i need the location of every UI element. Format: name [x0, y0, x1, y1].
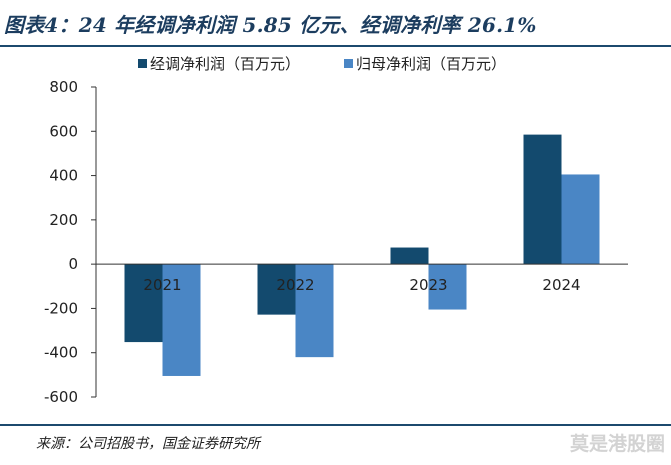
y-tick-label: -400 — [44, 344, 78, 362]
bar-chart: 经调净利润（百万元） 归母净利润（百万元） 800 600 400 200 0 -200 -4… — [44, 55, 628, 406]
legend-swatch — [138, 59, 147, 68]
x-category-label: 2023 — [409, 276, 447, 294]
y-tick-label: 600 — [49, 122, 78, 140]
chart-title: 图表4：24 年经调净利润 5.85 亿元、经调净利率 26.1% — [4, 13, 537, 37]
bar-adjusted-net-profit-2022 — [257, 264, 296, 315]
bar-adjusted-net-profit-2021 — [124, 264, 163, 343]
title-rule — [0, 45, 671, 47]
source-rule — [0, 424, 671, 426]
legend-label: 经调净利润（百万元） — [150, 55, 300, 73]
bar-adjusted-net-profit-2023 — [390, 247, 429, 265]
legend-swatch — [344, 59, 353, 68]
bar-parent-net-profit-2023 — [428, 264, 467, 310]
y-tick-label: -200 — [44, 299, 78, 317]
y-tick-label: 400 — [49, 167, 78, 185]
bar-adjusted-net-profit-2024 — [523, 134, 562, 265]
legend-label: 归母净利润（百万元） — [356, 55, 506, 73]
y-tick-label: -600 — [44, 388, 78, 406]
y-tick-label: 800 — [49, 78, 78, 96]
y-tick-label: 0 — [68, 255, 78, 273]
source-note: 来源：公司招股书，国金证券研究所 — [36, 436, 260, 452]
y-axis: 800 600 400 200 0 -200 -400 -600 — [44, 78, 97, 406]
x-category-label: 2021 — [143, 276, 181, 294]
watermark-text: 莫是港股圈 — [569, 433, 665, 455]
bars — [124, 134, 600, 376]
x-axis: 2021 2022 2023 2024 — [96, 263, 628, 294]
x-category-label: 2022 — [276, 276, 314, 294]
bar-parent-net-profit-2024 — [561, 174, 600, 265]
legend: 经调净利润（百万元） 归母净利润（百万元） — [138, 55, 506, 73]
bar-parent-net-profit-2021 — [162, 264, 201, 376]
bar-parent-net-profit-2022 — [295, 264, 334, 358]
y-tick-label: 200 — [49, 211, 78, 229]
x-category-label: 2024 — [542, 276, 580, 294]
